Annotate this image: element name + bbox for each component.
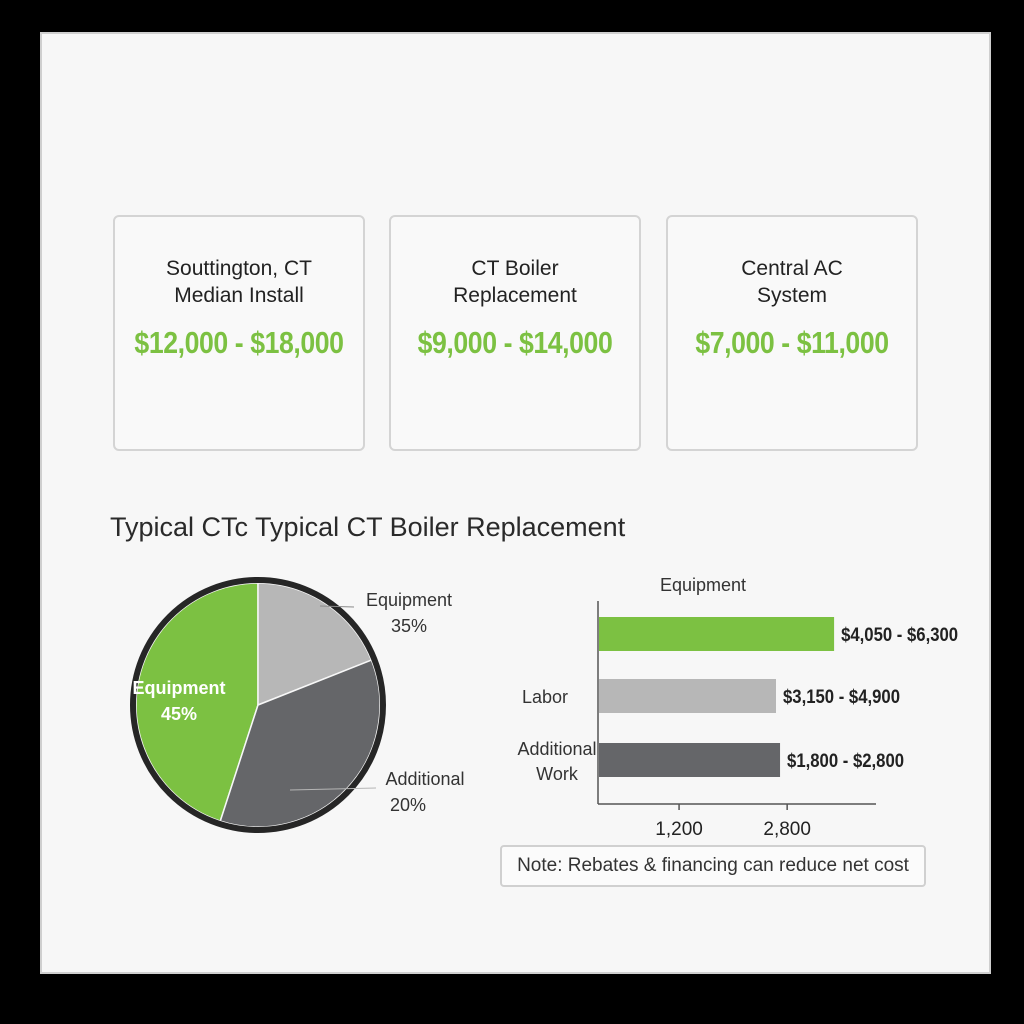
category-label: Labor (522, 687, 568, 707)
x-tick-label: 1,200 (655, 819, 703, 840)
infographic-page: Souttington, CT Median Install $12,000 -… (40, 32, 991, 974)
pie-label: Equipment (133, 678, 226, 698)
pie-leader-line (319, 605, 355, 608)
pie-leader-line (289, 787, 377, 791)
cost-card-median-install: Souttington, CT Median Install $12,000 -… (113, 215, 365, 451)
pie-slice (257, 582, 373, 707)
x-tick-label: 2,800 (763, 819, 811, 840)
cost-card-central-ac: Central AC System $7,000 - $11,000 (666, 215, 918, 451)
note-box: Note: Rebates & financing can reduce net… (500, 845, 926, 887)
bar-value-label: $4,050 - $6,300 (841, 624, 958, 645)
pie-value-label: 20% (390, 795, 426, 815)
card-value: $7,000 - $11,000 (695, 325, 889, 360)
section-title: Typical CTc Typical CT Boiler Replacemen… (110, 512, 626, 542)
card-title: CT Boiler Replacement (453, 257, 577, 307)
card-value: $12,000 - $18,000 (134, 325, 344, 360)
charts-svg: Equipment 45% Equipment 35% Additional 20% Eq… (130, 575, 958, 840)
bar-chart: Equipment $4,050 - $6,300 $3,150 - $4,900 L… (517, 575, 958, 840)
bar (599, 617, 835, 651)
bar-chart-title: Equipment (660, 575, 746, 595)
pie-label: Equipment (366, 590, 452, 610)
card-title: Souttington, CT Median Install (166, 257, 312, 307)
pie-outline (130, 577, 386, 833)
cost-card-boiler-replacement: CT Boiler Replacement $9,000 - $14,000 (389, 215, 641, 451)
bar (599, 679, 776, 713)
pie-value-label: 45% (161, 704, 197, 724)
pie-label: Additional (385, 769, 464, 789)
bar-value-label: $3,150 - $4,900 (783, 686, 900, 707)
category-label: Work (536, 764, 579, 784)
pie-value-label: 35% (391, 616, 427, 636)
bar-value-label: $1,800 - $2,800 (787, 750, 904, 771)
pie-chart: Equipment 45% Equipment 35% Additional 20% (130, 577, 465, 833)
card-title: Central AC System (741, 257, 843, 307)
bar (599, 743, 781, 777)
card-value: $9,000 - $14,000 (417, 325, 613, 360)
category-label: Additional (517, 739, 596, 759)
